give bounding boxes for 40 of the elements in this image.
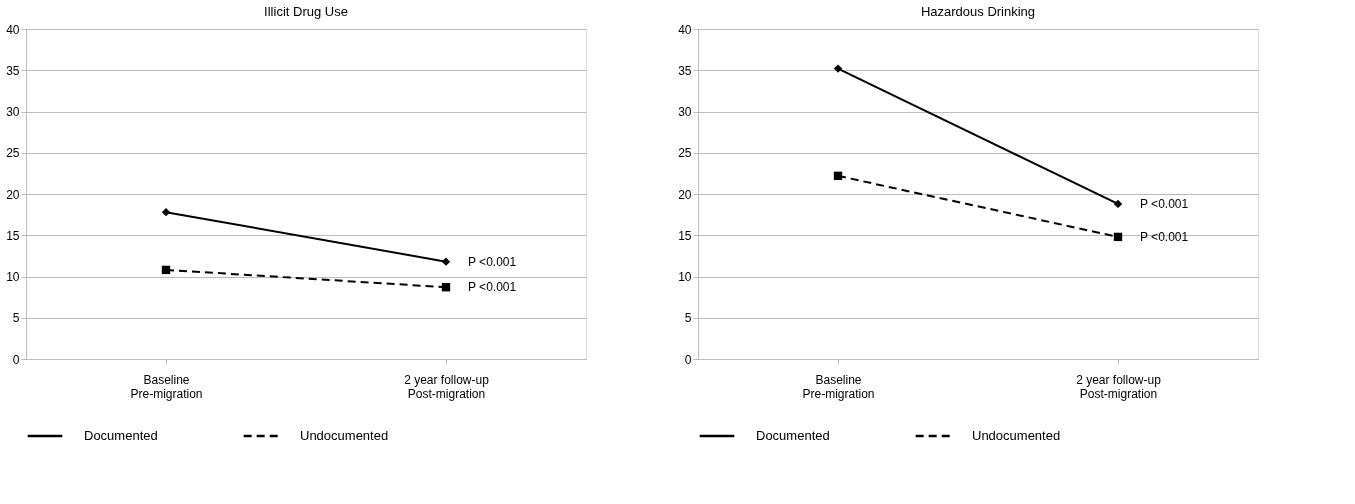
chart-title: Illicit Drug Use	[264, 4, 348, 19]
point	[833, 64, 843, 73]
y-tick-label: 0	[12, 352, 20, 367]
y-tick-label: 40	[678, 22, 692, 37]
y-tick-label: 5	[12, 311, 20, 326]
y-tick-label: 35	[6, 63, 20, 78]
y-tick-label: 10	[6, 270, 20, 284]
legend-label: Documented	[84, 428, 158, 443]
point	[441, 283, 451, 292]
y-tick-label: 0	[684, 352, 692, 367]
x-tick-label: Baseline Pre-migration	[130, 372, 203, 401]
point	[833, 171, 843, 181]
x-tick-label: 2 year follow-up Post-migration	[404, 372, 490, 401]
y-tick-label: 10	[678, 270, 692, 284]
y-tick-label: 25	[678, 146, 692, 161]
y-tick-label: 30	[678, 105, 692, 119]
y-tick-label: 20	[6, 187, 20, 202]
y-tick-label: 5	[684, 311, 692, 326]
chart-title: Hazardous Drinking	[920, 4, 1036, 19]
legend-label: Undocumented	[972, 428, 1061, 443]
point	[1113, 232, 1123, 242]
annotation: P <0.001	[1140, 196, 1189, 211]
annotation: P <0.001	[1140, 229, 1189, 244]
y-tick-label: 15	[6, 228, 20, 243]
y-tick-label: 40	[6, 22, 20, 37]
y-tick-label: 35	[678, 63, 692, 78]
point	[161, 265, 171, 275]
x-tick-label: 2 year follow-up Post-migration	[1076, 372, 1162, 401]
y-tick-label: 15	[678, 228, 692, 243]
legend-label: Undocumented	[300, 428, 389, 443]
y-tick-label: 25	[6, 146, 20, 161]
y-tick-label: 30	[6, 105, 20, 119]
point	[441, 257, 451, 266]
legend-label: Documented	[756, 428, 830, 443]
y-tick-label: 20	[678, 187, 692, 202]
annotation: P <0.001	[468, 280, 517, 295]
annotation: P <0.001	[468, 254, 517, 269]
point	[1113, 199, 1123, 209]
point	[161, 207, 171, 217]
x-tick-label: Baseline Pre-migration	[802, 372, 875, 401]
